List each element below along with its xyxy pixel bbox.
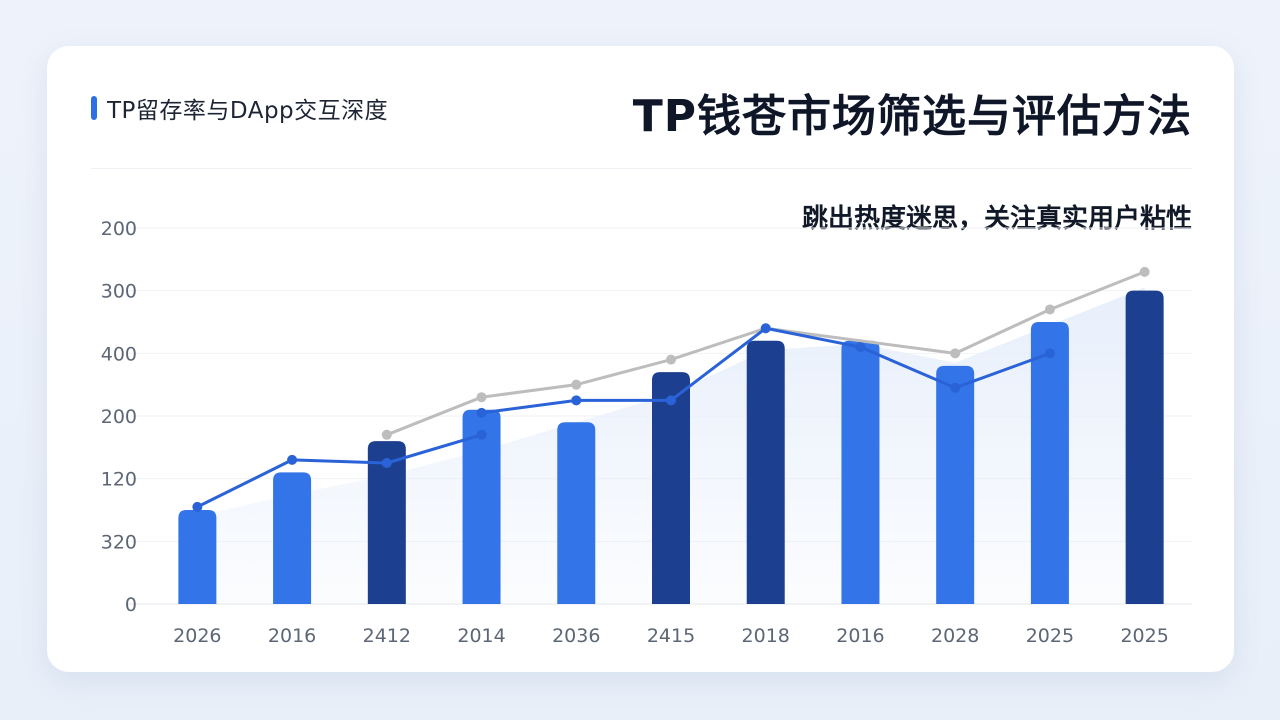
section-tag-label: TP留存率与DApp交互深度	[107, 98, 389, 124]
line-point	[571, 395, 582, 406]
tag-accent-bar	[91, 96, 97, 120]
y-tick-label: 0	[125, 594, 137, 616]
line-point	[571, 379, 582, 390]
x-tick-label: 2016	[268, 625, 316, 647]
line-point	[476, 407, 487, 418]
y-tick-label: 200	[101, 406, 137, 428]
bar	[652, 372, 690, 604]
bar	[367, 441, 406, 604]
y-tick-label: 300	[101, 281, 137, 303]
line-point	[1139, 266, 1150, 277]
bar	[462, 409, 501, 604]
line-point	[760, 323, 771, 334]
bar	[936, 365, 975, 604]
bar	[178, 510, 217, 604]
line-point	[287, 454, 298, 465]
line-point	[1044, 348, 1055, 359]
gray-trend-line	[385, 270, 1147, 437]
x-tick-label: 2026	[173, 625, 221, 647]
blue-trend-line	[195, 433, 484, 509]
x-tick-label: 2028	[931, 625, 979, 647]
line-point	[1044, 304, 1055, 315]
y-tick-label: 320	[101, 531, 137, 553]
bar	[1125, 290, 1164, 604]
header-divider	[91, 168, 1192, 169]
bar	[557, 422, 596, 604]
y-tick-label: 200	[101, 218, 137, 240]
line-point	[476, 392, 487, 403]
line-point	[950, 348, 961, 359]
bar	[746, 340, 785, 604]
line-point	[381, 429, 392, 440]
line-point	[666, 354, 676, 365]
section-tag: TP留存率与DApp交互深度	[91, 91, 388, 125]
y-tick-label: 120	[101, 469, 137, 491]
line-point	[476, 429, 487, 440]
x-tick-label: 2415	[647, 625, 695, 647]
x-tick-label: 2016	[836, 625, 884, 647]
x-tick-label: 2412	[363, 625, 411, 647]
x-tick-label: 2025	[1026, 625, 1074, 647]
x-tick-label: 2014	[457, 625, 505, 647]
x-tick-label: 2036	[552, 625, 600, 647]
line-point	[381, 458, 392, 468]
bar	[273, 472, 312, 604]
page-title: TP钱苍市场筛选与评估方法	[632, 91, 1192, 142]
y-tick-label: 400	[101, 343, 137, 365]
line-point	[950, 382, 961, 393]
chart-subtitle: 跳出热度迷思，关注真实用户粘性	[801, 204, 1192, 234]
bar	[841, 340, 880, 604]
line-point	[855, 342, 866, 353]
line-point	[192, 501, 203, 512]
line-point	[666, 395, 676, 406]
bar	[1030, 322, 1069, 604]
x-tick-label: 2018	[742, 625, 790, 647]
x-tick-label: 2025	[1120, 625, 1168, 647]
